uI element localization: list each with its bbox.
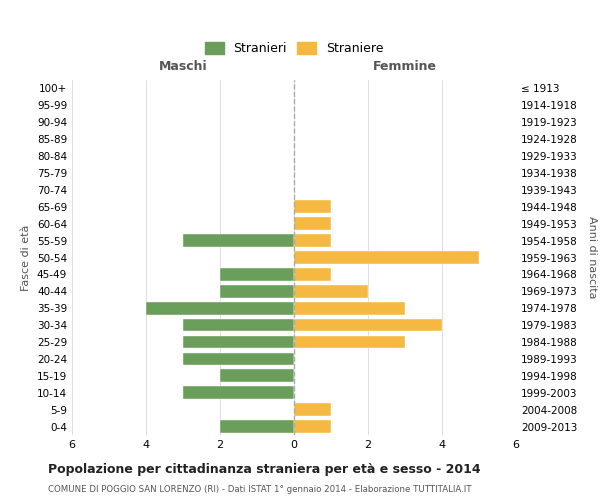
Bar [294,251,479,264]
Bar [183,386,294,399]
Text: Popolazione per cittadinanza straniera per età e sesso - 2014: Popolazione per cittadinanza straniera p… [48,462,481,475]
Legend: Stranieri, Straniere: Stranieri, Straniere [200,36,388,60]
Text: COMUNE DI POGGIO SAN LORENZO (RI) - Dati ISTAT 1° gennaio 2014 - Elaborazione TU: COMUNE DI POGGIO SAN LORENZO (RI) - Dati… [48,485,472,494]
Bar [294,285,368,298]
Bar [183,336,294,348]
Bar [220,370,294,382]
Bar [220,268,294,280]
Text: Femmine: Femmine [373,60,437,73]
Y-axis label: Fasce di età: Fasce di età [22,224,31,290]
Bar [294,200,331,213]
Bar [183,319,294,332]
Bar [183,352,294,366]
Bar [294,268,331,280]
Bar [294,336,405,348]
Bar [294,404,331,416]
Bar [294,420,331,433]
Y-axis label: Anni di nascita: Anni di nascita [587,216,597,298]
Text: Maschi: Maschi [158,60,208,73]
Bar [220,420,294,433]
Bar [183,234,294,247]
Bar [294,234,331,247]
Bar [220,285,294,298]
Bar [294,319,442,332]
Bar [146,302,294,314]
Bar [294,218,331,230]
Bar [294,302,405,314]
